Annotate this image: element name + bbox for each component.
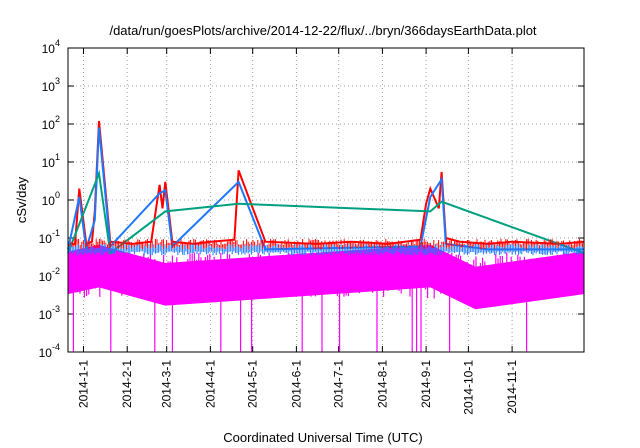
x-axis-label: Coordinated Universal Time (UTC): [223, 430, 422, 445]
ticks: [68, 47, 584, 353]
data-layer: [67, 120, 585, 352]
y-tick-label: 10-2: [39, 266, 60, 284]
x-tick-label: 2014-4-1: [203, 360, 217, 408]
series-line-2: [67, 169, 585, 255]
y-tick-label: 100: [42, 190, 60, 208]
x-tick-label: 2014-10-1: [461, 360, 475, 415]
x-tick-labels: 2014-1-1 2014-2-1 2014-3-1 2014-4-1 2014-5-1…: [77, 360, 520, 415]
plot-frame: [67, 47, 585, 353]
y-tick-label: 10-4: [39, 342, 60, 360]
x-tick-label: 2014-5-1: [246, 360, 260, 408]
series-noise: [68, 238, 584, 256]
x-tick-label: 2014-1-1: [77, 360, 91, 408]
chart-title: /data/run/goesPlots/archive/2014-12-22/f…: [109, 23, 536, 38]
x-tick-label: 2014-8-1: [375, 360, 389, 408]
y-tick-label: 10-1: [39, 228, 60, 246]
x-tick-label: 2014-7-1: [332, 360, 346, 408]
x-tick-label: 2014-6-1: [289, 360, 303, 408]
y-tick-label: 102: [42, 114, 60, 132]
y-tick-label: 101: [42, 152, 60, 170]
y-tick-label: 104: [42, 38, 60, 56]
grid: [68, 48, 584, 352]
series-line-1: [67, 127, 584, 251]
y-tick-labels: 10-4 10-3 10-2 10-1 100 101 102 103 104: [39, 38, 60, 360]
x-tick-label: 2014-11-1: [505, 360, 519, 414]
x-tick-label: 2014-9-1: [419, 360, 433, 408]
y-axis-label: cSv/day: [14, 176, 29, 223]
y-tick-label: 10-3: [39, 304, 60, 322]
y-tick-label: 103: [42, 76, 60, 94]
x-tick-label: 2014-2-1: [120, 360, 134, 408]
x-tick-label: 2014-3-1: [160, 360, 174, 408]
